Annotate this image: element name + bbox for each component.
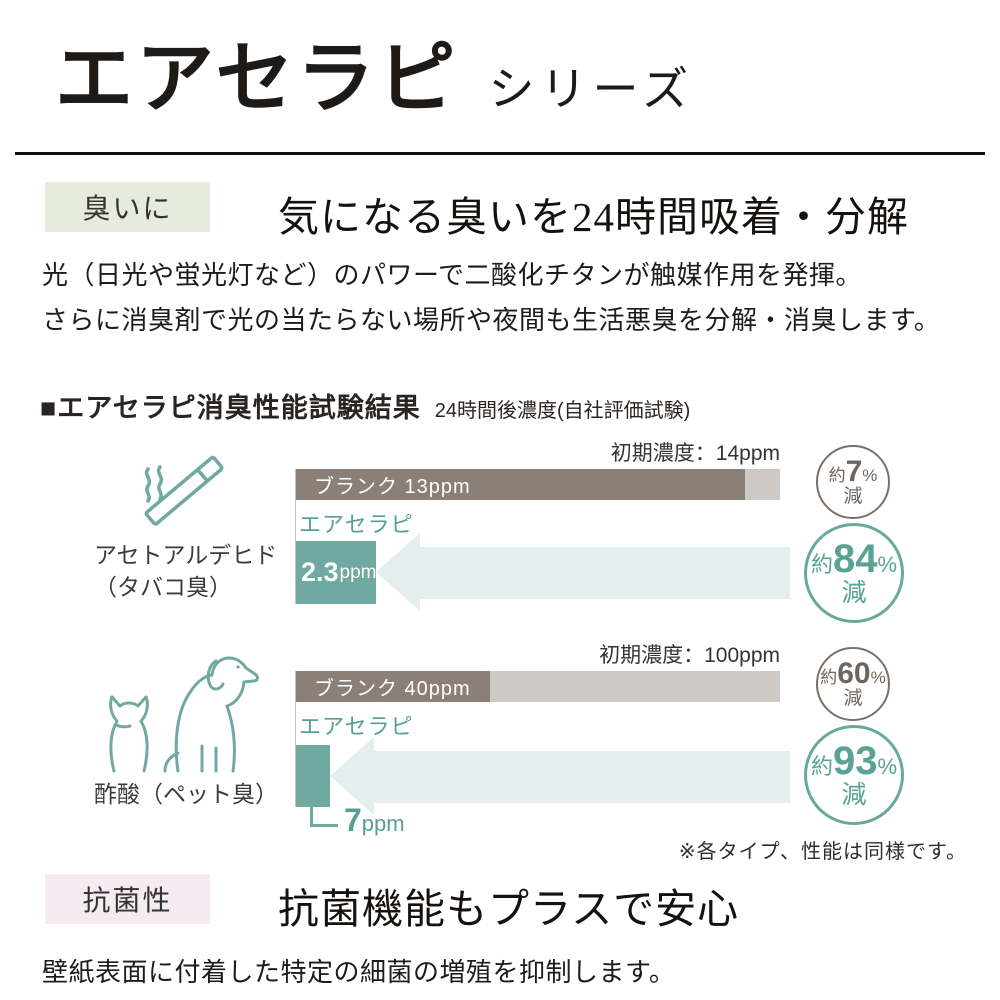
blank-bar-fill: ブランク 40ppm <box>296 671 490 702</box>
odor-body-line1: 光（日光や蛍光灯など）のパワーで二酸化チタンが触媒作用を発揮。 <box>42 261 862 290</box>
chart-acetaldehyde: 初期濃度：14ppm ブランク 13ppm エアセラピ 2.3 ppm 約 7% 減… <box>0 435 1000 635</box>
chart-acetic-acid: 初期濃度：100ppm ブランク 40ppm エアセラピ 7 ppm 約 60% 減… <box>0 637 1000 855</box>
substance-name: アセトアルデヒド <box>94 542 278 568</box>
airtherapy-label: エアセラピ <box>299 512 414 537</box>
reduction-suffix: 減 <box>843 485 863 507</box>
callout-line <box>310 824 338 827</box>
substance-label: アセトアルデヒド （タバコ臭） <box>94 539 277 603</box>
reduction-suffix: 減 <box>841 780 867 809</box>
reduction-percent-sign: % <box>877 753 898 779</box>
reduction-suffix: 減 <box>843 687 863 709</box>
series-suffix: シリーズ <box>488 63 695 115</box>
results-header: ■エアセラピ消臭性能試験結果 24時間後濃度(自社評価試験) <box>40 386 690 425</box>
reduction-arrow-head <box>330 737 374 815</box>
results-subtitle: 24時間後濃度(自社評価試験) <box>434 400 691 422</box>
blank-reduction-badge: 約 60% 減 <box>816 647 890 721</box>
blank-bar: ブランク 40ppm <box>296 671 780 702</box>
reduction-value: 84 <box>832 536 878 581</box>
reduction-prefix: 約 <box>820 667 838 687</box>
blank-bar: ブランク 13ppm <box>296 469 780 500</box>
airtherapy-unit: ppm <box>339 561 377 583</box>
antibacterial-body: 壁紙表面に付着した特定の細菌の増殖を抑制します。 <box>42 958 676 987</box>
antibacterial-heading: 抗菌機能もプラスで安心 <box>278 886 740 932</box>
reduction-value: 93 <box>832 738 878 783</box>
reduction-percent-sign: % <box>877 551 898 577</box>
antibacterial-badge: 抗菌性 <box>45 874 210 924</box>
dog-cat-icon <box>109 656 259 773</box>
airtherapy-reduction-badge: 約 84% 減 <box>804 523 904 623</box>
reduction-arrow-body <box>418 547 790 599</box>
initial-concentration-label: 初期濃度：100ppm <box>599 644 780 667</box>
results-note: ※各タイプ、性能は同様です。 <box>678 841 967 863</box>
page-title: エアセラピ シリーズ <box>55 16 694 128</box>
airtherapy-label: エアセラピ <box>299 714 414 739</box>
reduction-prefix: 約 <box>828 465 846 485</box>
reduction-percent-sign: % <box>862 465 878 485</box>
chart-axis <box>295 469 296 604</box>
odor-badge: 臭いに <box>45 182 210 232</box>
reduction-value: 7 <box>845 454 863 488</box>
results-title: ■エアセラピ消臭性能試験結果 <box>40 393 421 423</box>
blank-bar-label: ブランク 40ppm <box>314 678 471 700</box>
blank-bar-label: ブランク 13ppm <box>314 476 471 498</box>
reduction-arrow-head <box>376 533 420 611</box>
blank-bar-fill: ブランク 13ppm <box>296 469 745 500</box>
reduction-arrow-body <box>372 751 790 803</box>
substance-label: 酢酸（ペット臭） <box>94 778 278 810</box>
reduction-suffix: 減 <box>841 578 867 607</box>
airtherapy-value-callout: 7 ppm <box>344 802 405 839</box>
substance-note: （タバコ臭） <box>94 574 232 600</box>
airtherapy-bar <box>296 745 330 807</box>
airtherapy-reduction-badge: 約 93% 減 <box>804 725 904 825</box>
odor-body-line2: さらに消臭剤で光の当たらない場所や夜間も生活悪臭を分解・消臭します。 <box>42 306 941 335</box>
series-name: エアセラピ <box>55 34 459 122</box>
title-divider <box>15 152 985 155</box>
substance-name: 酢酸（ペット臭） <box>94 781 278 807</box>
reduction-prefix: 約 <box>810 753 833 779</box>
airtherapy-unit: ppm <box>361 811 405 836</box>
initial-concentration-label: 初期濃度：14ppm <box>610 442 780 465</box>
chart-axis <box>295 671 296 807</box>
airtherapy-bar: 2.3 ppm <box>296 541 377 604</box>
airtherapy-value: 2.3 <box>301 557 339 587</box>
reduction-prefix: 約 <box>810 551 833 577</box>
reduction-percent-sign: % <box>870 667 886 687</box>
odor-heading: 気になる臭いを24時間吸着・分解 <box>278 194 909 240</box>
blank-reduction-badge: 約 7% 減 <box>816 445 890 519</box>
cigarette-icon <box>144 455 224 526</box>
reduction-value: 60 <box>837 656 871 690</box>
airtherapy-value: 7 <box>344 802 362 838</box>
